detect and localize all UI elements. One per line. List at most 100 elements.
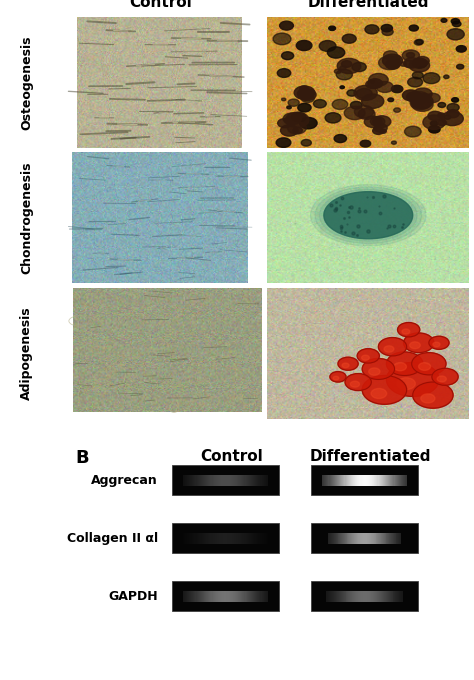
Circle shape — [355, 105, 374, 118]
FancyBboxPatch shape — [172, 581, 279, 611]
Circle shape — [345, 373, 371, 390]
Circle shape — [338, 357, 358, 371]
Circle shape — [384, 346, 394, 352]
Circle shape — [352, 63, 366, 71]
Text: Control: Control — [200, 449, 263, 464]
Circle shape — [409, 95, 417, 100]
Circle shape — [386, 352, 423, 375]
Text: Chondrogenesis: Chondrogenesis — [20, 162, 34, 274]
FancyBboxPatch shape — [311, 523, 418, 554]
Circle shape — [334, 135, 346, 143]
Circle shape — [325, 113, 341, 123]
Circle shape — [413, 382, 453, 408]
Circle shape — [456, 46, 466, 52]
FancyBboxPatch shape — [172, 523, 279, 554]
Circle shape — [356, 88, 372, 99]
Circle shape — [437, 376, 447, 382]
Circle shape — [392, 85, 403, 92]
Circle shape — [297, 88, 313, 99]
Circle shape — [441, 18, 447, 22]
Text: GAPDH: GAPDH — [108, 590, 158, 603]
Circle shape — [447, 109, 459, 118]
Circle shape — [383, 51, 398, 60]
Circle shape — [423, 73, 440, 84]
Circle shape — [420, 93, 429, 99]
Circle shape — [273, 33, 291, 45]
Circle shape — [438, 113, 445, 118]
Circle shape — [452, 98, 458, 102]
Circle shape — [428, 126, 440, 133]
Circle shape — [423, 115, 445, 129]
Circle shape — [402, 329, 410, 334]
Circle shape — [332, 99, 348, 109]
Circle shape — [336, 69, 353, 80]
Circle shape — [426, 93, 440, 103]
Circle shape — [362, 375, 407, 405]
Text: Collagen II αl: Collagen II αl — [66, 532, 158, 545]
Circle shape — [428, 112, 442, 120]
Circle shape — [444, 75, 449, 79]
Circle shape — [378, 337, 407, 356]
Circle shape — [291, 112, 306, 122]
Circle shape — [342, 34, 356, 44]
Circle shape — [301, 94, 314, 103]
Circle shape — [319, 41, 336, 52]
Circle shape — [416, 39, 423, 44]
Text: Osteogenesis: Osteogenesis — [20, 35, 34, 130]
Circle shape — [344, 106, 365, 120]
Circle shape — [340, 66, 346, 70]
Circle shape — [438, 103, 446, 107]
Circle shape — [298, 89, 316, 101]
Circle shape — [404, 58, 420, 68]
Circle shape — [371, 388, 387, 398]
Circle shape — [394, 56, 400, 60]
Circle shape — [429, 336, 449, 350]
Circle shape — [301, 139, 311, 146]
Circle shape — [342, 363, 349, 368]
Circle shape — [337, 58, 361, 73]
Circle shape — [334, 69, 341, 73]
Circle shape — [410, 96, 431, 109]
Circle shape — [433, 342, 440, 347]
Circle shape — [365, 24, 379, 34]
Circle shape — [430, 121, 438, 126]
Circle shape — [358, 109, 375, 120]
Circle shape — [282, 98, 286, 101]
Polygon shape — [315, 187, 421, 243]
Circle shape — [296, 40, 312, 50]
Circle shape — [407, 92, 423, 102]
Circle shape — [438, 120, 447, 126]
Circle shape — [368, 79, 383, 88]
Circle shape — [278, 118, 292, 128]
Polygon shape — [319, 189, 417, 241]
Circle shape — [369, 73, 388, 86]
Circle shape — [281, 124, 298, 136]
Text: Aggrecan: Aggrecan — [91, 473, 158, 487]
Circle shape — [362, 355, 369, 360]
Circle shape — [404, 61, 415, 67]
Circle shape — [285, 112, 309, 127]
Circle shape — [280, 21, 293, 30]
Circle shape — [447, 103, 459, 112]
Circle shape — [373, 127, 384, 135]
Circle shape — [412, 102, 419, 107]
Circle shape — [456, 65, 464, 69]
Circle shape — [385, 60, 400, 69]
Circle shape — [293, 127, 302, 133]
Circle shape — [412, 63, 416, 65]
Text: Differentiated: Differentiated — [308, 0, 429, 10]
Circle shape — [300, 118, 317, 129]
Text: B: B — [76, 449, 89, 466]
Circle shape — [400, 62, 407, 66]
Circle shape — [360, 140, 371, 147]
Circle shape — [432, 369, 458, 386]
Circle shape — [447, 29, 464, 40]
Circle shape — [411, 95, 433, 109]
Circle shape — [451, 18, 459, 24]
Circle shape — [357, 349, 379, 363]
Circle shape — [277, 69, 291, 78]
FancyBboxPatch shape — [311, 465, 418, 495]
Circle shape — [300, 86, 309, 92]
Circle shape — [362, 94, 384, 108]
Polygon shape — [310, 184, 426, 246]
